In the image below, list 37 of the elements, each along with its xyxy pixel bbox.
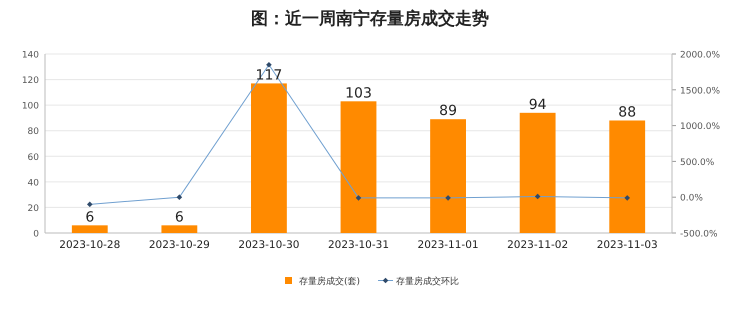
y-tick-label: 120 [22,76,40,86]
bar [340,101,376,233]
y2-tick-label: 0.0% [680,194,704,204]
x-tick-label: 2023-11-01 [418,239,479,251]
legend-label: 存量房成交环比 [396,276,460,287]
x-tick-label: 2023-10-31 [328,239,390,251]
bar [430,119,466,233]
y2-tick-label: 1000.0% [680,122,720,132]
y2-tick-label: 1500.0% [680,86,720,96]
data-label: 94 [528,96,547,113]
y-tick-label: 60 [28,152,40,163]
data-label: 6 [85,209,94,226]
data-label: 89 [439,103,457,120]
y2-tick-label: -500.0% [680,230,718,240]
bar [251,83,287,233]
x-tick-label: 2023-10-29 [148,239,210,251]
y-tick-label: 100 [22,102,40,112]
x-tick-label: 2023-11-02 [507,239,568,251]
legend-label: 存量房成交(套) [299,276,360,287]
bar [520,112,556,233]
data-label: 6 [174,209,184,226]
bar [609,120,646,233]
y-tick-label: 40 [28,178,40,188]
y-tick-label: 80 [28,127,40,138]
y-tick-label: 0 [33,230,40,240]
bar [161,225,198,233]
x-tick-label: 2023-10-30 [238,239,300,251]
y-tick-label: 140 [22,50,40,60]
x-tick-label: 2023-11-03 [596,239,658,251]
x-tick-label: 2023-10-28 [59,239,120,251]
data-label: 88 [618,104,636,120]
chart-title: 图：近一周南宁存量房成交走势 [251,9,489,29]
y2-tick-label: 500.0% [680,158,715,168]
y-tick-label: 20 [28,204,40,214]
bar [72,225,108,233]
y2-tick-label: 2000.0% [680,50,720,60]
data-label: 103 [345,85,372,102]
